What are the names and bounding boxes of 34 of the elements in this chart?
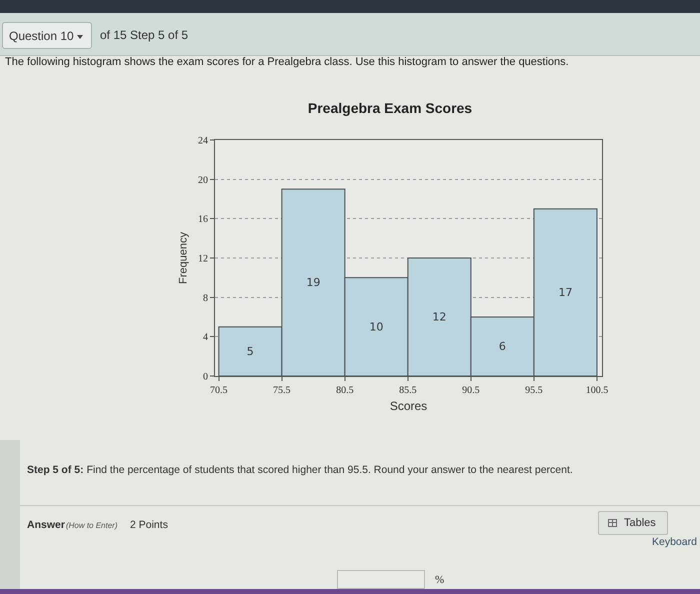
text: %: [435, 574, 444, 586]
y-tick-label: 0: [203, 372, 208, 382]
y-tick-label: 12: [198, 254, 208, 264]
text: of 15 Step 5 of 5: [100, 28, 188, 42]
y-axis-title: Frequency: [178, 232, 190, 284]
x-tick-label: 100.5: [586, 385, 608, 396]
y-tick-label: 20: [198, 174, 208, 186]
text: (How to Enter): [66, 521, 118, 530]
x-tick-label: 80.5: [336, 385, 354, 396]
data-label: 19: [306, 276, 320, 290]
data-label: 12: [432, 310, 446, 324]
x-tick-label: 75.5: [273, 385, 291, 396]
text: Step 5 of 5:: [27, 464, 84, 476]
data-label: 5: [246, 344, 254, 358]
text: Find the percentage of students that scored higher than 95.5. Round your answer to the nearest percent.: [86, 464, 573, 476]
text: Keyboard: [652, 536, 697, 548]
tables-button: Tables: [598, 511, 668, 535]
x-axis-title: Scores: [390, 398, 428, 413]
chart-title: Prealgebra Exam Scores: [308, 100, 472, 116]
data-label: 10: [369, 320, 384, 334]
y-tick-label: 4: [203, 332, 208, 344]
y-tick-label: 16: [198, 214, 208, 226]
x-tick-label: 85.5: [399, 385, 417, 396]
dropdown-button: Question 10: [2, 22, 92, 49]
data-label: 17: [558, 286, 572, 299]
text: Answer: [27, 519, 65, 531]
text: The following histogram shows the exam scores for a Prealgebra class. Use this histogram to answer the questions.: [5, 56, 569, 68]
y-tick-label: 24: [198, 136, 208, 146]
y-tick-label: 8: [203, 292, 208, 304]
data-label: 6: [498, 340, 506, 353]
x-tick-label: 70.5: [210, 385, 228, 396]
text: 2 Points: [130, 519, 168, 531]
x-tick-label: 95.5: [525, 385, 543, 396]
x-tick-label: 90.5: [462, 385, 480, 396]
